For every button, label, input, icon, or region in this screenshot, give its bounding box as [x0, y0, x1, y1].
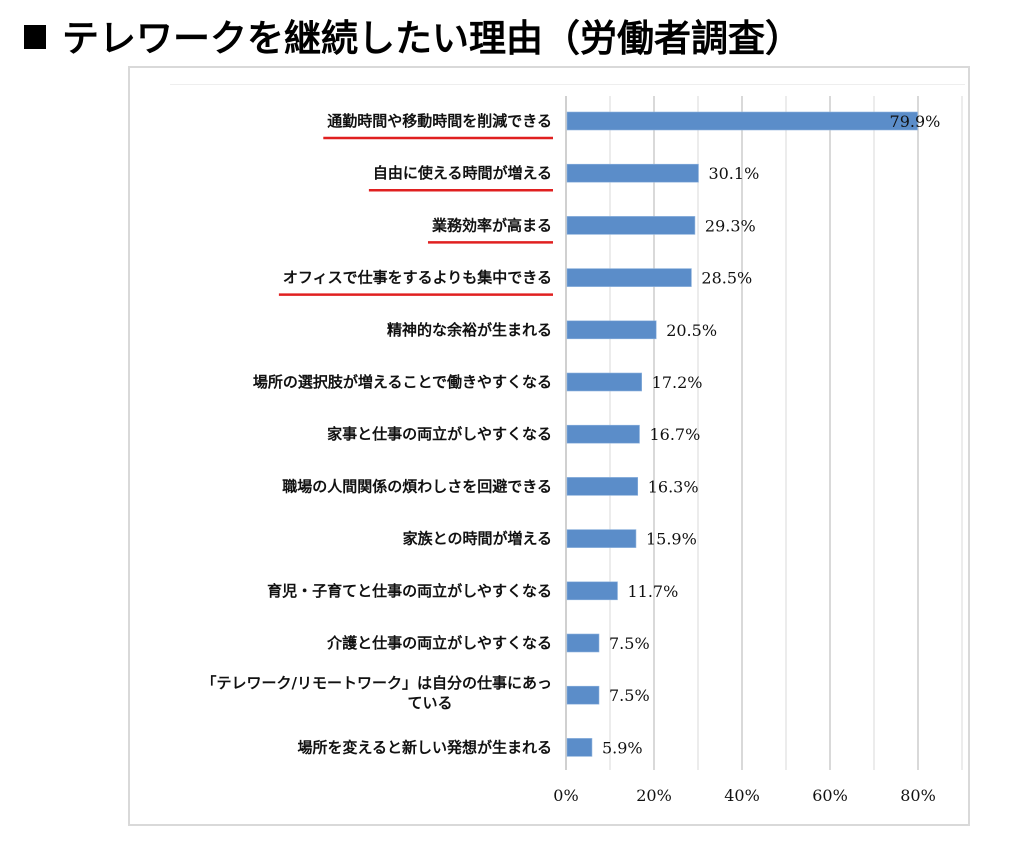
bar-12 — [566, 738, 593, 757]
gridlines — [565, 96, 963, 770]
value-label-2: 29.3% — [705, 216, 756, 235]
value-label-12: 5.9% — [602, 738, 643, 757]
category-label-0: 通勤時間や移動時間を削減できる — [327, 112, 552, 130]
bar-8 — [566, 529, 637, 548]
value-labels: 79.9% 30.1% 29.3% 28.5% 20.5% 17.2% 16.7% 16.3%… — [602, 112, 940, 757]
category-labels: 通勤時間や移動時間を削減できる自由に使える時間が増える業務効率が高まるオフィスで… — [202, 112, 553, 756]
bar-11 — [566, 685, 600, 705]
bar-10 — [566, 633, 600, 653]
bar-7 — [566, 477, 639, 496]
bar-3 — [566, 268, 692, 287]
category-label-12: 場所を変えると新しい発想が生まれる — [297, 738, 552, 756]
bar-9 — [566, 581, 618, 601]
category-label-11-line-1: ている — [407, 694, 452, 712]
value-label-5: 17.2% — [652, 373, 703, 392]
title-square-icon — [24, 25, 46, 49]
bars — [566, 111, 918, 757]
chart-plot-top-border — [170, 84, 965, 85]
category-label-8: 家族との時間が増える — [403, 530, 552, 548]
bar-4 — [566, 320, 657, 340]
value-label-4: 20.5% — [666, 321, 717, 340]
bar-0 — [566, 111, 918, 131]
bar-2 — [566, 216, 696, 235]
category-label-1: 自由に使える時間が増える — [373, 164, 552, 182]
category-label-7: 職場の人間関係の煩わしさを回避できる — [282, 477, 552, 495]
bar-6 — [566, 424, 640, 444]
value-label-6: 16.7% — [649, 425, 700, 444]
value-label-11: 7.5% — [609, 686, 650, 705]
value-label-1: 30.1% — [708, 164, 759, 183]
x-tick-label-20: 20% — [636, 786, 672, 805]
x-tick-label-0: 0% — [553, 786, 578, 805]
x-axis-ticks: 0% 20% 40% 60% 80% — [553, 786, 935, 805]
page-title-text: テレワークを継続したい理由（労働者調査） — [62, 17, 802, 60]
value-label-3: 28.5% — [701, 269, 752, 288]
value-label-8: 15.9% — [646, 530, 697, 549]
x-tick-label-80: 80% — [900, 786, 936, 805]
value-label-9: 11.7% — [627, 582, 678, 601]
x-tick-label-60: 60% — [812, 786, 848, 805]
category-label-5: 場所の選択肢が増えることで働きやすくなる — [253, 373, 552, 391]
bar-1 — [566, 163, 699, 183]
bar-5 — [566, 372, 642, 392]
value-label-7: 16.3% — [648, 477, 699, 496]
category-label-9: 育児・子育てと仕事の両立がしやすくなる — [267, 582, 552, 600]
page-title: テレワークを継続したい理由（労働者調査） — [24, 8, 802, 62]
category-label-3: オフィスで仕事をするよりも集中できる — [283, 269, 552, 287]
category-label-11-line-0: 「テレワーク/リモートワーク」は自分の仕事にあっ — [202, 674, 552, 692]
category-label-4: 精神的な余裕が生まれる — [387, 321, 552, 339]
category-label-10: 介護と仕事の両立がしやすくなる — [326, 634, 552, 652]
x-tick-label-40: 40% — [724, 786, 760, 805]
category-label-6: 家事と仕事の両立がしやすくなる — [327, 425, 552, 443]
category-label-2: 業務効率が高まる — [431, 216, 552, 234]
value-label-10: 7.5% — [609, 634, 650, 653]
value-label-0: 79.9% — [890, 112, 941, 131]
